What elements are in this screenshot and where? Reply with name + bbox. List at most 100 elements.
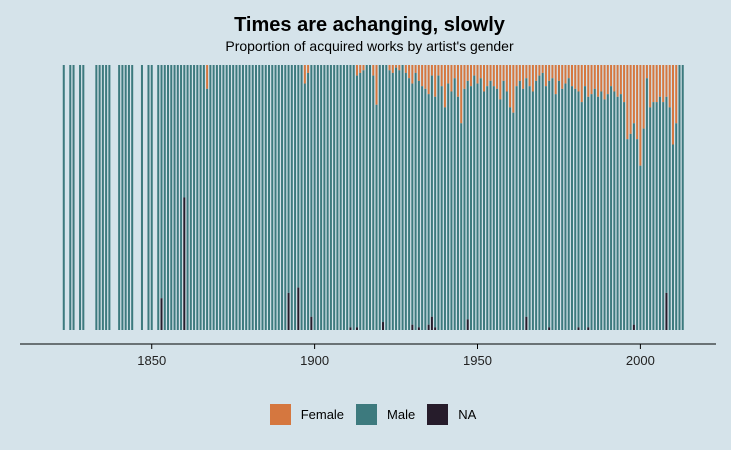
bar-female-1984 — [587, 65, 590, 97]
bar-male-2010 — [671, 144, 674, 330]
bar-female-1943 — [453, 65, 456, 79]
bar-male-1917 — [368, 65, 372, 330]
bar-male-2005 — [655, 102, 658, 330]
bar-male-1973 — [551, 78, 554, 330]
bar-male-1949 — [473, 75, 476, 330]
bar-male-1964 — [522, 88, 525, 330]
bar-male-1981 — [577, 91, 580, 328]
bar-female-1948 — [469, 65, 472, 87]
bar-male-1884 — [261, 65, 264, 330]
bar-male-1967 — [531, 91, 534, 330]
bar-male-1857 — [173, 65, 176, 330]
bars-group — [62, 65, 684, 331]
bar-na-1860 — [183, 197, 186, 330]
bar-male-1962 — [515, 86, 518, 330]
bar-male-1984 — [587, 96, 590, 328]
bar-female-1995 — [623, 65, 626, 103]
bar-male-1891 — [284, 65, 287, 330]
bar-male-1996 — [626, 139, 629, 330]
bar-female-1974 — [554, 65, 557, 95]
bar-male-1843 — [127, 65, 130, 330]
bar-male-1894 — [294, 65, 297, 330]
bar-female-1932 — [417, 65, 420, 81]
bar-male-1994 — [619, 94, 622, 331]
bar-male-1869 — [212, 65, 215, 330]
bar-male-1836 — [105, 65, 108, 330]
x-tick-label-1950: 1950 — [463, 353, 492, 368]
bar-female-1913 — [355, 65, 358, 76]
bar-female-1958 — [502, 65, 505, 81]
bar-male-2012 — [678, 65, 681, 330]
bar-male-1892 — [287, 65, 290, 293]
bar-female-1979 — [570, 65, 573, 87]
bar-male-1863 — [193, 65, 196, 330]
bar-male-1982 — [580, 102, 583, 330]
bar-male-1974 — [554, 94, 557, 331]
bar-male-1983 — [584, 86, 587, 330]
bar-male-1980 — [574, 88, 577, 330]
bar-male-1954 — [489, 80, 492, 331]
bar-male-1990 — [606, 94, 609, 331]
x-tick-label-2000: 2000 — [626, 353, 655, 368]
bar-na-1911 — [349, 327, 352, 330]
bar-male-1865 — [199, 65, 202, 330]
bar-male-1971 — [544, 86, 547, 330]
bar-na-1984 — [587, 327, 590, 330]
bar-female-1987 — [597, 65, 600, 97]
bar-male-1918 — [372, 75, 375, 330]
bar-male-1968 — [535, 80, 538, 331]
bar-male-1910 — [346, 65, 349, 330]
bar-na-1947 — [466, 319, 469, 330]
bar-female-1972 — [548, 65, 551, 81]
bar-female-1923 — [388, 65, 391, 71]
bar-male-1889 — [277, 65, 280, 330]
bar-female-1956 — [496, 65, 499, 89]
bar-male-1995 — [623, 102, 626, 330]
bar-male-1852 — [157, 65, 160, 330]
bar-male-1930 — [411, 83, 414, 325]
bar-female-1897 — [303, 65, 306, 84]
bar-female-1999 — [636, 65, 639, 140]
bar-female-1945 — [460, 65, 463, 124]
bar-female-1929 — [408, 65, 411, 79]
bar-male-1985 — [590, 94, 593, 331]
bar-male-1959 — [505, 91, 508, 330]
bar-male-1829 — [82, 65, 85, 330]
bar-male-1888 — [274, 65, 277, 330]
bar-male-1900 — [313, 65, 316, 330]
bar-male-1988 — [600, 91, 603, 330]
bar-male-1882 — [254, 65, 257, 330]
bar-female-1983 — [584, 65, 587, 87]
bar-male-2002 — [645, 78, 648, 330]
legend-label-male: Male — [387, 407, 416, 422]
bar-female-1939 — [440, 65, 443, 87]
bar-male-1926 — [398, 70, 401, 331]
bar-male-1874 — [228, 65, 231, 330]
bar-male-1871 — [219, 65, 222, 330]
bar-female-1994 — [619, 65, 622, 95]
bar-male-1943 — [453, 78, 456, 330]
bar-female-1980 — [574, 65, 577, 89]
bar-female-1926 — [398, 65, 401, 71]
bar-na-1935 — [427, 324, 430, 330]
bar-female-2008 — [665, 65, 668, 97]
bar-female-1955 — [492, 65, 495, 87]
bar-male-1925 — [395, 67, 398, 331]
bar-male-1864 — [196, 65, 199, 330]
bar-na-1895 — [297, 287, 300, 330]
bar-male-1867 — [206, 88, 209, 330]
plot-area: 1850 1900 1950 2000 — [20, 65, 716, 368]
bar-female-1937 — [434, 65, 437, 97]
bar-female-1925 — [395, 65, 398, 68]
bar-female-1957 — [499, 65, 502, 100]
bar-male-1960 — [509, 107, 512, 331]
bar-male-1920 — [378, 65, 381, 330]
bar-female-1950 — [476, 65, 479, 84]
legend-label-na: NA — [458, 407, 477, 422]
bar-male-1946 — [463, 88, 466, 330]
bar-female-1898 — [307, 65, 310, 73]
bar-male-1948 — [469, 86, 472, 330]
bar-male-1927 — [401, 65, 404, 330]
bar-female-1985 — [590, 65, 593, 95]
bar-male-1876 — [235, 65, 238, 330]
